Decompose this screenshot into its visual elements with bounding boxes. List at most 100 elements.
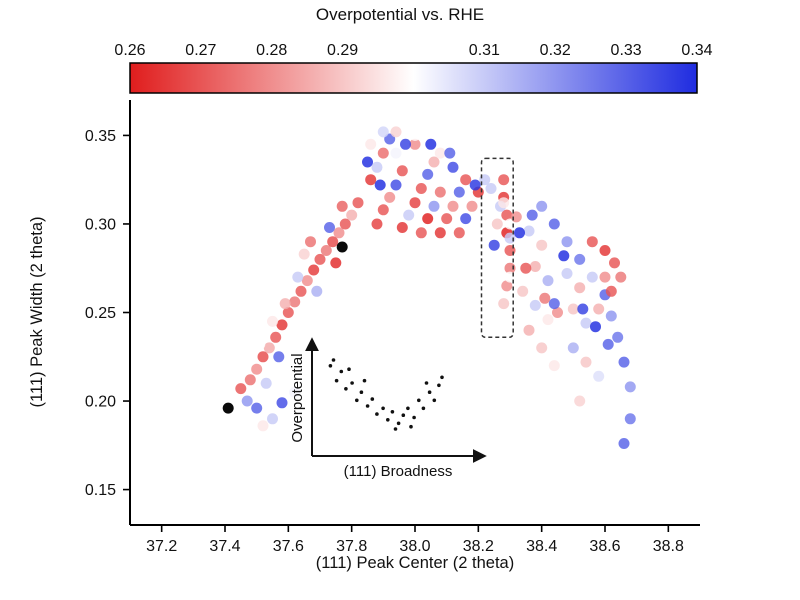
data-point (352, 197, 364, 209)
data-point (558, 250, 570, 262)
data-point (403, 151, 415, 163)
inset-sketch: Overpotential (111) Broadness (289, 337, 487, 480)
x-tick-label: 38.4 (526, 538, 557, 555)
inset-data-point (427, 390, 432, 395)
inset-data-point (375, 412, 379, 416)
data-point (552, 307, 563, 318)
data-point (580, 356, 592, 368)
data-point (279, 298, 291, 310)
data-point (624, 413, 636, 425)
inset-data-point (362, 378, 367, 383)
data-point (384, 191, 396, 203)
data-point (580, 317, 592, 329)
inset-data-point (396, 421, 401, 426)
data-point (276, 319, 288, 331)
scatter-points (235, 126, 636, 449)
data-point (453, 227, 465, 239)
inset-data-point (386, 418, 390, 422)
data-point (257, 351, 269, 363)
x-axis-ticks: 37.2 37.4 37.6 37.8 38.0 38.2 38.4 38.6 38.8 (146, 525, 684, 555)
data-point (485, 183, 497, 194)
colorbar-gradient (129, 62, 698, 94)
colorbar-tick-label: 0.27 (185, 42, 216, 59)
data-point (415, 227, 427, 239)
data-point (453, 186, 465, 198)
data-point (517, 246, 529, 258)
data-point (314, 253, 326, 265)
data-point (529, 299, 541, 311)
data-point (390, 179, 402, 191)
data-point (425, 138, 437, 150)
data-point (498, 298, 510, 310)
inset-scatter-points (328, 358, 444, 431)
colorbar-tick-label: 0.28 (256, 42, 287, 59)
inset-data-point (412, 415, 416, 420)
data-point (526, 209, 538, 221)
data-point (267, 413, 278, 425)
inset-data-point (417, 398, 421, 403)
axes: 37.2 37.4 37.6 37.8 38.0 38.2 38.4 38.6 38.8 0.1… (85, 100, 700, 555)
data-point (254, 338, 266, 350)
data-point (390, 126, 402, 138)
data-point (555, 289, 567, 301)
data-point (330, 257, 342, 269)
data-point (501, 280, 513, 292)
data-point (605, 310, 617, 322)
data-point (374, 179, 386, 191)
black-scatter-points (222, 241, 348, 414)
data-point (244, 374, 256, 386)
data-point (308, 264, 320, 276)
data-point (491, 218, 503, 230)
inset-data-point (432, 398, 437, 403)
data-point (336, 200, 348, 212)
data-point (548, 253, 560, 265)
x-tick-label: 38.2 (463, 538, 494, 555)
inset-data-point (355, 398, 359, 403)
data-point (434, 147, 446, 159)
data-point (523, 324, 535, 336)
data-point (289, 296, 301, 308)
data-point (320, 245, 332, 256)
inset-data-point (381, 406, 385, 411)
colorbar-tick-label: 0.29 (327, 42, 358, 59)
inset-data-point (401, 413, 406, 418)
data-point (362, 156, 373, 168)
data-point (305, 236, 316, 248)
data-point (371, 161, 383, 173)
data-point (346, 209, 358, 221)
data-point (428, 200, 440, 212)
data-point (409, 197, 421, 209)
inset-data-point (334, 378, 339, 383)
data-point (520, 262, 532, 274)
data-point (590, 321, 601, 333)
data-point (602, 338, 614, 350)
data-point (599, 271, 611, 283)
data-point (396, 165, 408, 177)
x-tick-label: 37.8 (336, 538, 367, 555)
data-point (295, 285, 307, 297)
inset-y-axis-label: Overpotential (289, 353, 306, 442)
x-tick-label: 37.6 (273, 538, 304, 555)
data-point (498, 197, 510, 209)
data-point (282, 307, 294, 318)
inset-data-point (359, 390, 364, 395)
data-point (365, 138, 377, 150)
y-axis-label: (111) Peak Width (2 theta) (28, 216, 46, 407)
data-point (624, 381, 636, 393)
data-point (536, 239, 548, 251)
data-point (574, 253, 586, 265)
colorbar-tick-label: 0.32 (540, 42, 571, 59)
data-point (574, 395, 586, 407)
x-tick-label: 38.8 (653, 538, 684, 555)
data-point (377, 126, 389, 138)
data-point (301, 275, 313, 287)
chart-title: Overpotential vs. RHE (316, 5, 484, 24)
data-point (263, 342, 275, 354)
inset-data-point (370, 397, 375, 401)
y-axis-ticks: 0.15 0.20 0.25 0.30 0.35 (85, 128, 130, 499)
data-point (593, 303, 605, 315)
x-axis-label: (111) Peak Center (2 theta) (316, 554, 514, 572)
data-point (384, 133, 396, 145)
data-point (251, 402, 263, 414)
